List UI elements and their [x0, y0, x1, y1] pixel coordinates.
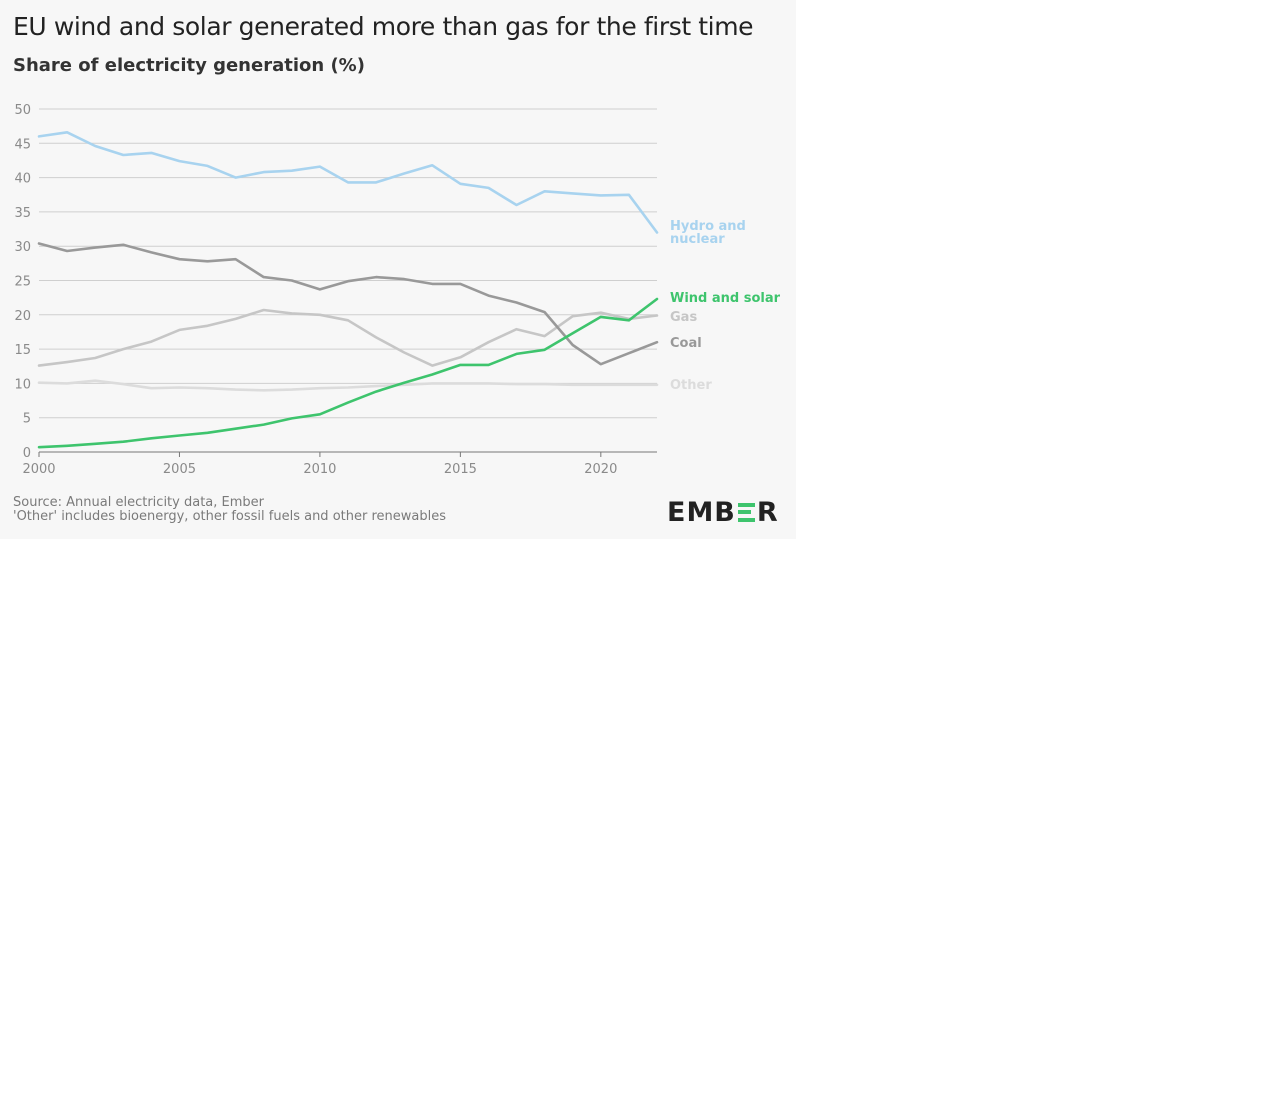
- y-tick-label: 20: [14, 309, 31, 324]
- x-tick-label: 2000: [22, 462, 55, 477]
- x-tick-label: 2010: [303, 462, 336, 477]
- y-tick-label: 5: [23, 412, 31, 427]
- y-axis-ticks: 0 5 10 15 20 25 30 35 40 45 50: [14, 103, 31, 461]
- y-tick-label: 40: [14, 172, 31, 187]
- y-tick-label: 10: [14, 377, 31, 392]
- y-tick-label: 0: [23, 446, 31, 461]
- chart-card: EU wind and solar generated more than ga…: [0, 0, 796, 539]
- y-tick-label: 30: [14, 240, 31, 255]
- series-label-gas: Gas: [670, 310, 697, 325]
- y-tick-label: 45: [14, 137, 31, 152]
- y-tick-label: 15: [14, 343, 31, 358]
- series-label-wind-and-solar: Wind and solar: [670, 291, 781, 306]
- line-gas: [37, 308, 659, 367]
- x-axis-ticks: 2000 2005 2010 2015 2020: [22, 452, 617, 477]
- source-note: Source: Annual electricity data, Ember '…: [13, 496, 446, 524]
- y-tick-label: 25: [14, 275, 31, 290]
- series-label-other: Other: [670, 378, 712, 393]
- x-tick-label: 2015: [444, 462, 477, 477]
- series-label-hydro-and-nuclear: nuclear: [670, 232, 725, 247]
- y-tick-label: 35: [14, 206, 31, 221]
- line-coal: [37, 242, 659, 366]
- chart-subtitle: Share of electricity generation (%): [13, 55, 365, 76]
- chart-title: EU wind and solar generated more than ga…: [13, 12, 754, 41]
- y-tick-label: 50: [14, 103, 31, 118]
- series-lines: [37, 131, 659, 449]
- series-label-hydro-and-nuclear: Hydro and: [670, 219, 746, 234]
- line-chart: 0 5 10 15 20 25 30 35 40 45 50 2000 2005 2010 2015 202…: [14, 103, 781, 477]
- line-other: [37, 379, 659, 392]
- line-hydro-and-nuclear: [37, 131, 659, 234]
- x-tick-label: 2020: [584, 462, 617, 477]
- line-wind-and-solar: [37, 297, 659, 449]
- x-tick-label: 2005: [163, 462, 196, 477]
- source-line: Source: Annual electricity data, Ember: [13, 495, 264, 510]
- ember-logo: EMB R: [667, 496, 779, 528]
- series-label-coal: Coal: [670, 336, 702, 351]
- other-note-line: 'Other' includes bioenergy, other fossil…: [13, 509, 446, 524]
